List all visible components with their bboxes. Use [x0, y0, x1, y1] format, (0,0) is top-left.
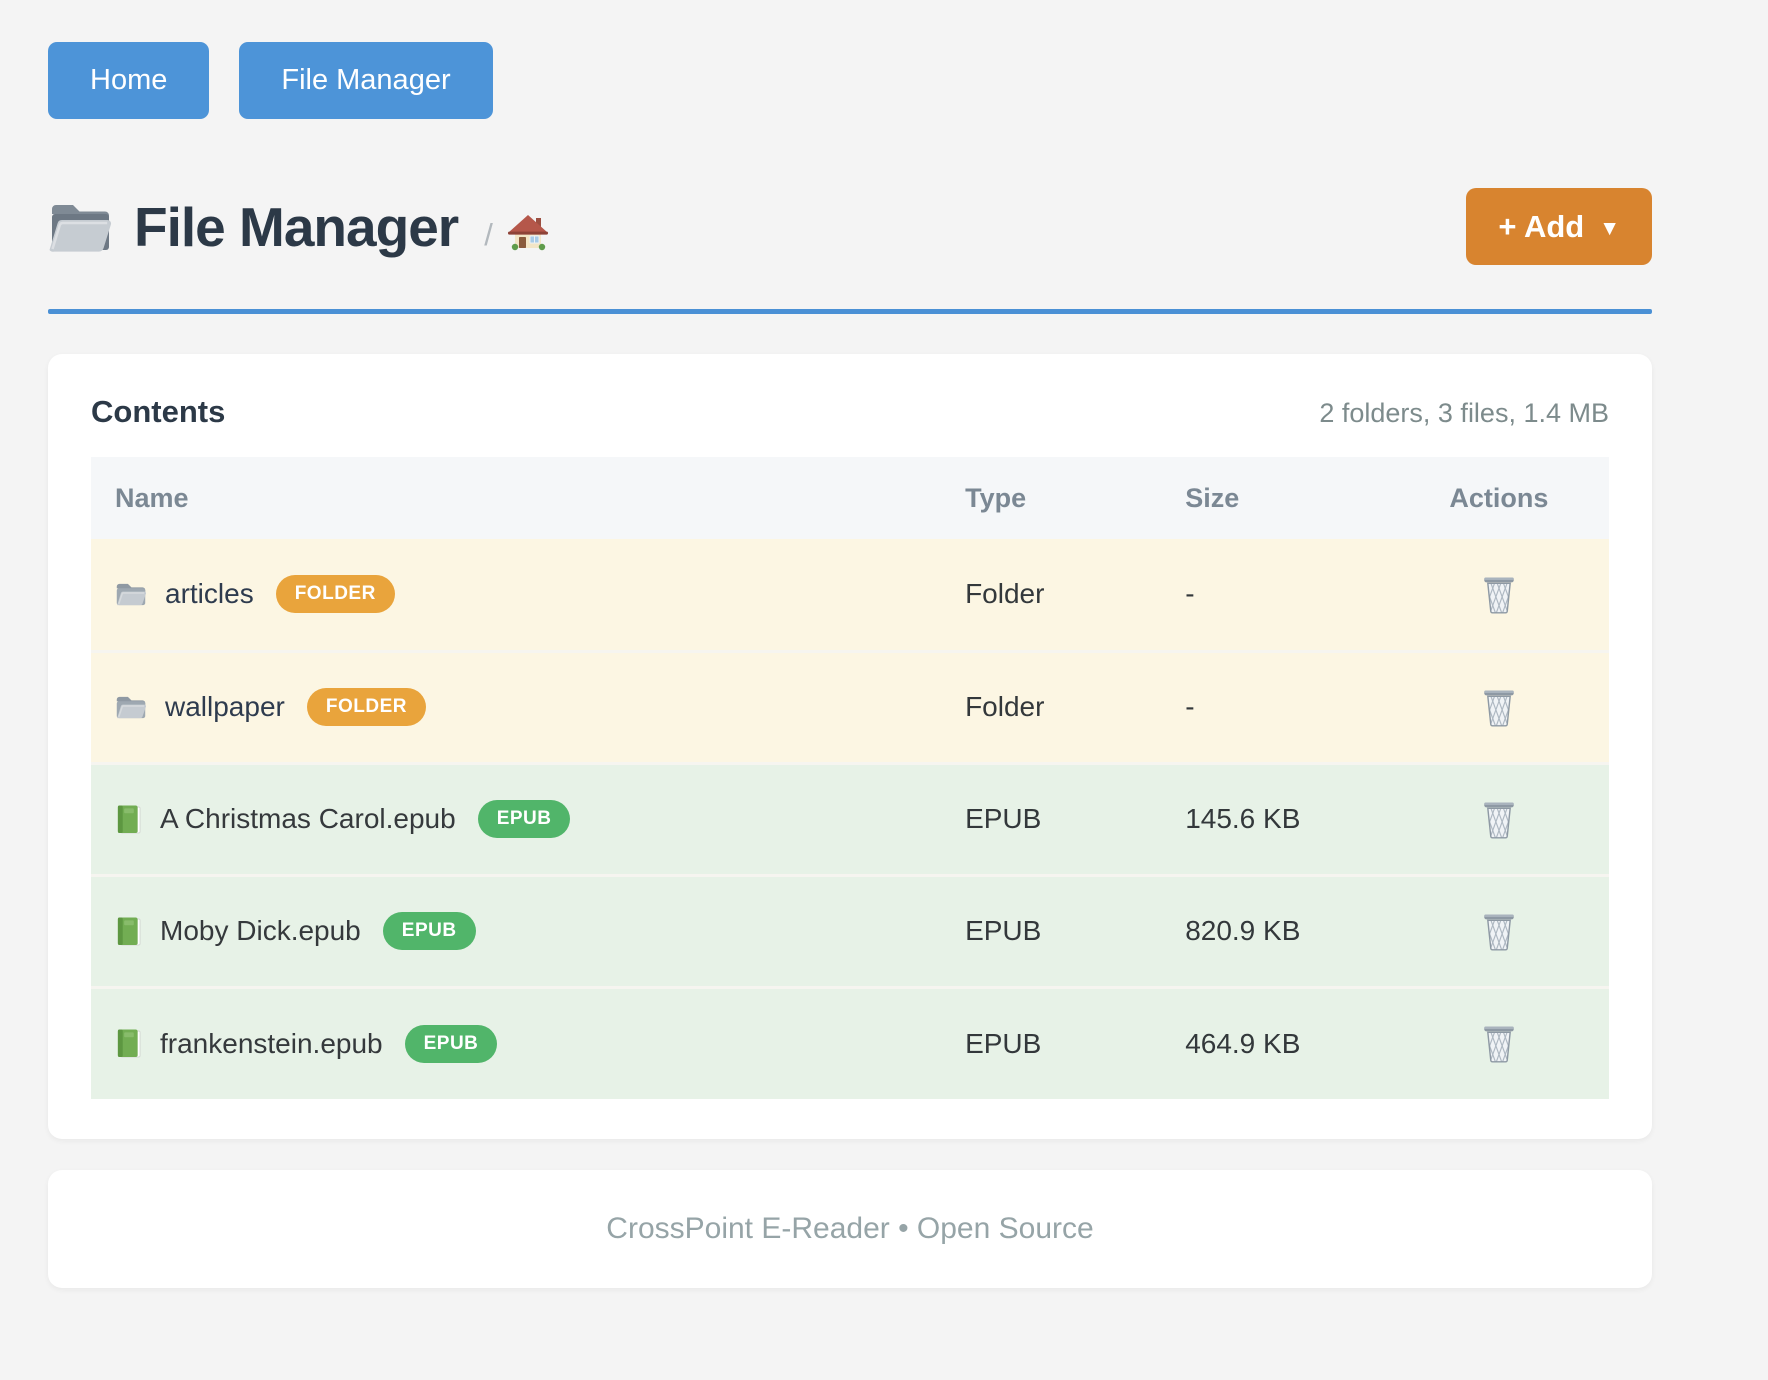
column-header-actions: Actions — [1388, 457, 1609, 539]
page: Home File Manager File Manager / — [48, 0, 1652, 1288]
type-badge: FOLDER — [306, 688, 426, 726]
add-button-label: + Add — [1498, 208, 1585, 244]
type-badge: EPUB — [404, 1024, 498, 1063]
delete-button[interactable] — [1482, 912, 1516, 951]
table-row[interactable]: Moby Dick.epub EPUB EPUB 820.9 KB — [91, 873, 1609, 987]
file-type: Folder — [941, 649, 1162, 763]
trash-icon — [1482, 912, 1516, 951]
trash-icon — [1482, 688, 1516, 727]
file-type: EPUB — [941, 761, 1162, 875]
breadcrumb-separator: / — [484, 216, 493, 252]
type-badge: FOLDER — [275, 575, 395, 614]
type-badge: EPUB — [382, 912, 476, 950]
header-divider — [48, 309, 1652, 314]
contents-heading: Contents — [91, 394, 226, 429]
column-header-size: Size — [1161, 457, 1389, 539]
footer: CrossPoint E-Reader • Open Source — [48, 1170, 1652, 1288]
table-header-row: Name Type Size Actions — [91, 457, 1609, 539]
file-name[interactable]: A Christmas Carol.epub — [160, 803, 456, 834]
file-type: Folder — [941, 539, 1162, 651]
file-size: 145.6 KB — [1161, 761, 1389, 875]
top-nav: Home File Manager — [48, 0, 1652, 119]
caret-down-icon: ▼ — [1599, 216, 1620, 240]
file-type: EPUB — [941, 873, 1162, 987]
nav-home-button[interactable]: Home — [48, 42, 210, 119]
book-icon — [115, 916, 142, 947]
book-icon — [115, 804, 142, 835]
add-button[interactable]: + Add ▼ — [1466, 188, 1652, 265]
card-header: Contents 2 folders, 3 files, 1.4 MB — [91, 394, 1609, 430]
file-name[interactable]: articles — [165, 578, 254, 610]
home-icon[interactable] — [507, 213, 549, 253]
file-size: 464.9 KB — [1161, 985, 1389, 1099]
page-title: File Manager — [134, 195, 459, 258]
file-size: 820.9 KB — [1161, 873, 1389, 987]
footer-text: CrossPoint E-Reader • Open Source — [606, 1212, 1094, 1245]
delete-button[interactable] — [1482, 575, 1516, 614]
delete-button[interactable] — [1482, 688, 1516, 727]
delete-button[interactable] — [1482, 1024, 1516, 1063]
contents-summary: 2 folders, 3 files, 1.4 MB — [1319, 398, 1609, 428]
trash-icon — [1482, 1024, 1516, 1063]
file-size: - — [1161, 539, 1389, 651]
table-row[interactable]: A Christmas Carol.epub EPUB EPUB 145.6 K… — [91, 761, 1609, 875]
folder-icon — [115, 581, 147, 608]
table-row[interactable]: articles FOLDER Folder - — [91, 539, 1609, 651]
page-header: File Manager / + Add ▼ — [48, 188, 1652, 265]
trash-icon — [1482, 575, 1516, 614]
table-row[interactable]: wallpaper FOLDER Folder - — [91, 649, 1609, 763]
column-header-type: Type — [941, 457, 1162, 539]
file-table: Name Type Size Actions — [91, 457, 1609, 1099]
file-name[interactable]: wallpaper — [165, 691, 285, 722]
file-name[interactable]: frankenstein.epub — [160, 1027, 383, 1059]
open-folder-icon — [48, 196, 114, 258]
trash-icon — [1482, 800, 1516, 839]
file-type: EPUB — [941, 985, 1162, 1099]
column-header-name: Name — [91, 457, 942, 539]
file-name[interactable]: Moby Dick.epub — [160, 915, 361, 946]
title-group: File Manager / — [48, 195, 549, 259]
book-icon — [115, 1028, 142, 1059]
table-row[interactable]: frankenstein.epub EPUB EPUB 464.9 KB — [91, 985, 1609, 1099]
folder-icon — [115, 694, 147, 721]
type-badge: EPUB — [477, 800, 571, 838]
nav-file-manager-button[interactable]: File Manager — [239, 42, 493, 119]
contents-card: Contents 2 folders, 3 files, 1.4 MB Name… — [48, 354, 1652, 1139]
delete-button[interactable] — [1482, 800, 1516, 839]
file-size: - — [1161, 649, 1389, 763]
